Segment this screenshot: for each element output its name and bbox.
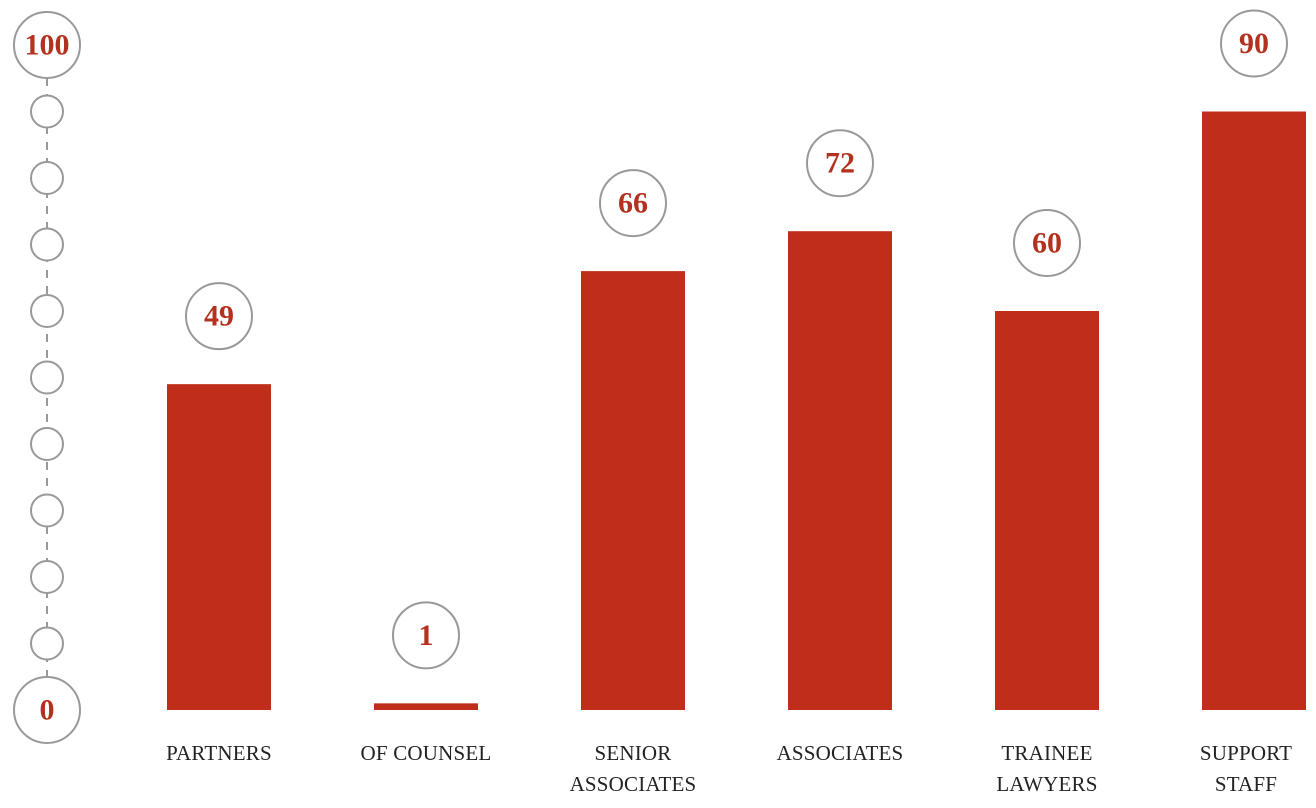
value-badge [599, 169, 667, 238]
value-label: 90 [1239, 27, 1269, 60]
x-tick-label: TRAINEE LAWYERS [996, 741, 1098, 796]
y-minor-tick [30, 626, 64, 661]
y-minor-tick [30, 94, 64, 129]
x-tick-label: PARTNERS [166, 741, 272, 765]
value-badge [806, 129, 874, 198]
value-badge [1220, 9, 1288, 78]
bar [374, 703, 478, 710]
value-label: 72 [825, 147, 855, 180]
bar [167, 384, 271, 710]
value-label: 1 [419, 619, 434, 652]
y-minor-tick [30, 560, 64, 594]
x-tick-label: SUPPORT STAFF [1199, 741, 1293, 796]
y-minor-tick [30, 493, 64, 528]
y-minor-tick [30, 227, 64, 262]
bar [995, 311, 1099, 710]
y-tick-label: 0 [40, 694, 55, 727]
y-tick-label: 100 [25, 29, 70, 62]
bar [581, 271, 685, 710]
value-label: 60 [1032, 227, 1062, 260]
x-tick-label: ASSOCIATES [776, 741, 904, 765]
y-minor-tick [30, 427, 64, 461]
y-tick [13, 676, 81, 744]
value-badge [1013, 209, 1081, 277]
bar [788, 231, 892, 710]
y-minor-tick [30, 360, 64, 395]
value-label: 49 [204, 300, 234, 333]
x-tick-label: SENIOR ASSOCIATES [569, 741, 697, 796]
y-minor-tick [30, 294, 64, 328]
value-label: 66 [618, 187, 648, 220]
y-minor-tick [30, 161, 64, 195]
value-badge [185, 282, 253, 351]
value-badge [392, 601, 460, 670]
y-tick [13, 11, 81, 79]
bar [1202, 111, 1306, 710]
x-tick-label: OF COUNSEL [360, 741, 492, 765]
